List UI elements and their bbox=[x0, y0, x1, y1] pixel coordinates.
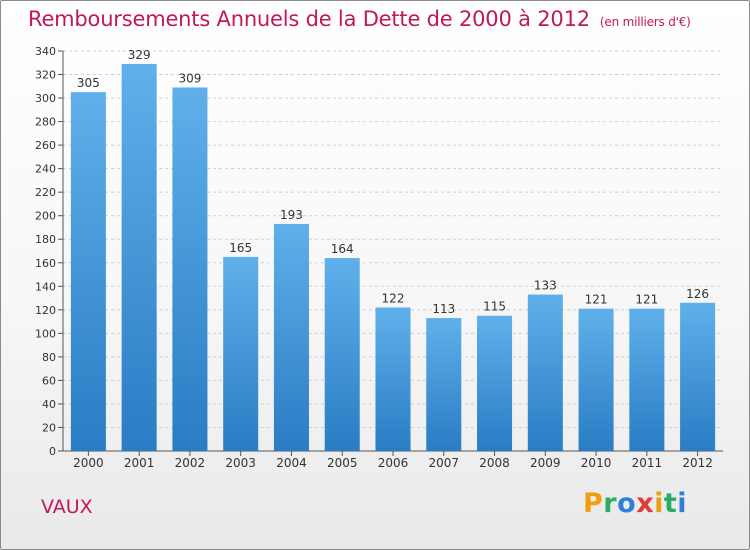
logo-letter: i bbox=[677, 488, 688, 519]
bar bbox=[70, 92, 106, 452]
bar bbox=[324, 258, 360, 451]
bar-value-label: 165 bbox=[229, 241, 252, 255]
y-tick-label: 120 bbox=[35, 304, 56, 317]
x-tick-label: 2001 bbox=[124, 456, 155, 470]
x-tick-label: 2000 bbox=[73, 456, 104, 470]
y-tick-label: 160 bbox=[35, 257, 56, 270]
x-tick-label: 2004 bbox=[276, 456, 307, 470]
y-tick-label: 340 bbox=[35, 45, 56, 58]
bar bbox=[578, 308, 614, 451]
y-tick-label: 320 bbox=[35, 69, 56, 82]
data-labels: 305 329 309 165 193 164 122 113 115 133 121 121 126 bbox=[77, 48, 709, 316]
y-tick-label: 20 bbox=[42, 421, 56, 434]
y-tick-label: 280 bbox=[35, 116, 56, 129]
x-tick-label: 2011 bbox=[632, 456, 663, 470]
x-tick-label: 2002 bbox=[175, 456, 206, 470]
bar bbox=[680, 302, 716, 451]
logo-letter: i bbox=[654, 488, 664, 519]
bar-value-label: 126 bbox=[686, 287, 709, 301]
bar-value-label: 193 bbox=[280, 208, 303, 222]
y-tick-label: 0 bbox=[49, 445, 56, 458]
bar-value-label: 309 bbox=[178, 71, 201, 85]
x-tick-label: 2010 bbox=[581, 456, 612, 470]
proxiti-logo[interactable]: Proxiti bbox=[583, 488, 687, 519]
bar bbox=[273, 223, 309, 451]
bar bbox=[375, 307, 411, 451]
x-tick-label: 2005 bbox=[327, 456, 358, 470]
x-tick-label: 2003 bbox=[225, 456, 256, 470]
x-tick-label: 2007 bbox=[428, 456, 459, 470]
logo-letter: P bbox=[583, 488, 604, 519]
logo-letter: t bbox=[663, 488, 678, 519]
bar bbox=[629, 308, 665, 451]
chart-title-text: Remboursements Annuels de la Dette de 20… bbox=[28, 7, 590, 31]
x-tick-label: 2009 bbox=[530, 456, 561, 470]
y-tick-label: 100 bbox=[35, 327, 56, 340]
bar-value-label: 133 bbox=[534, 279, 557, 293]
bar-value-label: 113 bbox=[432, 302, 455, 316]
logo-letter: x bbox=[636, 488, 655, 519]
bar bbox=[527, 294, 563, 451]
bar bbox=[121, 63, 157, 452]
bar bbox=[223, 256, 259, 451]
y-tick-label: 40 bbox=[42, 398, 56, 411]
bar-chart: 0 20 40 60 80 100 120 140 160 180 200 220 240 260 280 3… bbox=[35, 45, 723, 470]
y-tick-label: 80 bbox=[42, 351, 56, 364]
bar-value-label: 164 bbox=[331, 242, 354, 256]
bar-value-label: 122 bbox=[382, 291, 405, 305]
chart-subtitle: (en milliers d'€) bbox=[599, 15, 691, 29]
y-tick-label: 200 bbox=[35, 210, 56, 223]
y-tick-label: 140 bbox=[35, 280, 56, 293]
bar-value-label: 305 bbox=[77, 76, 100, 90]
x-tick-label: 2006 bbox=[378, 456, 409, 470]
y-tick-label: 260 bbox=[35, 139, 56, 152]
bars bbox=[70, 63, 716, 452]
bar-value-label: 329 bbox=[128, 48, 151, 62]
y-tick-label: 180 bbox=[35, 233, 56, 246]
x-tick-label: 2012 bbox=[682, 456, 713, 470]
bar-value-label: 115 bbox=[483, 300, 506, 314]
bar bbox=[426, 318, 462, 451]
commune-name: VAUX bbox=[41, 496, 93, 518]
bar-value-label: 121 bbox=[635, 293, 658, 307]
y-tick-label: 240 bbox=[35, 163, 56, 176]
bar bbox=[172, 87, 208, 452]
logo-letter: r bbox=[603, 488, 618, 519]
x-tick-label: 2008 bbox=[479, 456, 510, 470]
logo-letter: o bbox=[617, 488, 637, 519]
chart-title: Remboursements Annuels de la Dette de 20… bbox=[28, 7, 691, 31]
y-tick-label: 220 bbox=[35, 186, 56, 199]
bar-value-label: 121 bbox=[585, 293, 608, 307]
y-tick-label: 300 bbox=[35, 92, 56, 105]
bar bbox=[477, 315, 513, 451]
y-tick-label: 60 bbox=[42, 374, 56, 387]
